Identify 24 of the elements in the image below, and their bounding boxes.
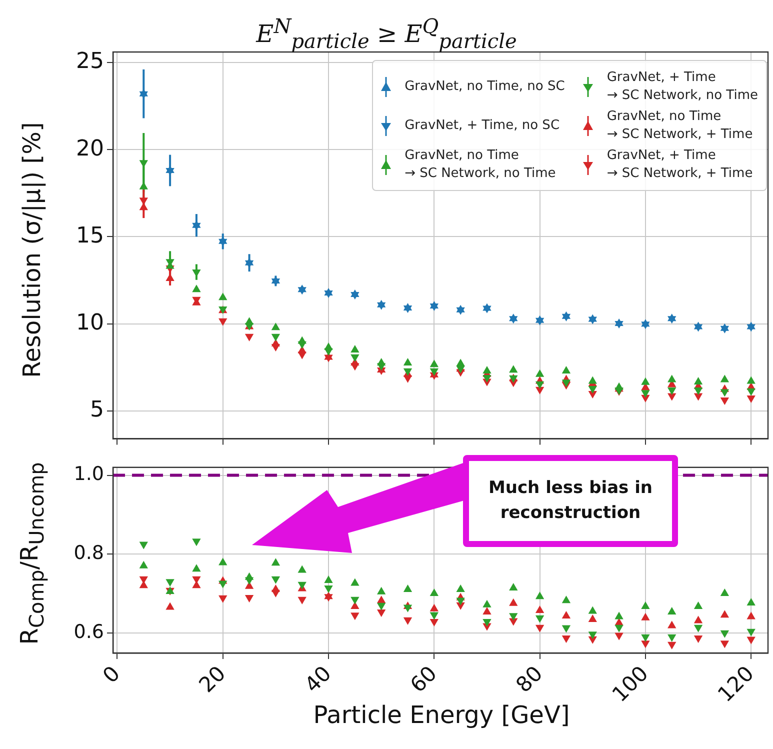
x-axis-title: Particle Energy [GeV]	[313, 701, 570, 729]
x-tick-label: 80	[511, 661, 548, 698]
legend-label: GravNet, no Time → SC Network, + Time	[606, 108, 753, 144]
legend-label: GravNet, no Time, no SC	[404, 78, 565, 96]
legend-label: GravNet, no Time → SC Network, no Time	[404, 147, 556, 182]
y-tick-label: 10	[76, 310, 104, 336]
x-tick-label: 20	[194, 661, 230, 698]
y-tick-label: 25	[76, 49, 104, 74]
x-tick-label: 0	[98, 661, 125, 688]
y-tick-label: 15	[76, 223, 104, 248]
legend-label: GravNet, + Time → SC Network, no Time	[606, 69, 758, 104]
legend-label: GravNet, + Time, no SC	[404, 116, 560, 134]
legend-label: GravNet, + Time → SC Network, + Time	[606, 147, 753, 182]
x-tick-label: 40	[300, 661, 336, 698]
y-tick-label: 0.6	[74, 620, 104, 643]
y-tick-label: 20	[76, 136, 104, 162]
y-axis-title: Resolution (σ/|μ|) [%]	[18, 121, 46, 380]
x-tick-label: 100	[608, 661, 653, 707]
x-tick-label: 60	[406, 661, 442, 698]
callout-box: Much less bias in reconstruction	[463, 455, 678, 547]
y-tick-label: 1.0	[74, 463, 104, 486]
y-tick-label: 5	[90, 398, 104, 423]
y-tick-label: 0.8	[74, 542, 104, 564]
x-tick-label: 120	[713, 661, 758, 707]
